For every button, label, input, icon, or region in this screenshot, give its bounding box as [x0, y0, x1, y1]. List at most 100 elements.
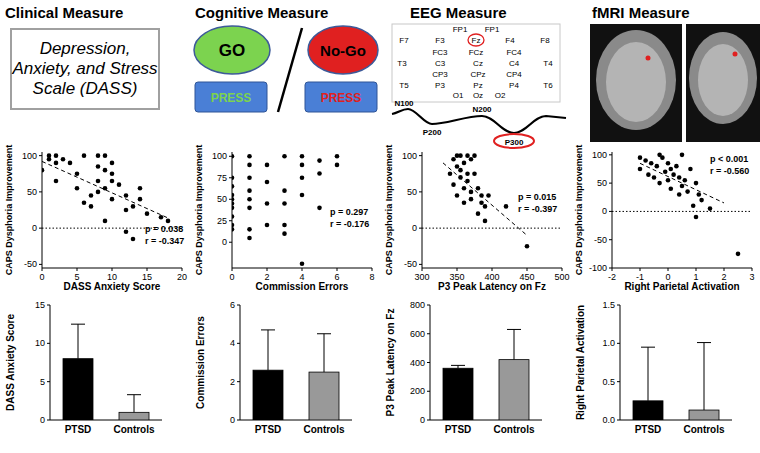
- y-tick: [237, 420, 240, 421]
- x-tick-label: 0: [229, 272, 234, 282]
- x-tick: [232, 268, 233, 271]
- bar: [633, 401, 663, 420]
- point: [232, 206, 234, 211]
- point: [282, 188, 287, 193]
- point: [265, 163, 270, 168]
- category-label: PTSD: [65, 424, 92, 435]
- x-tick-label: -2: [608, 272, 616, 282]
- y-tick-label: 4: [230, 338, 235, 348]
- electrode-label: CPz: [470, 70, 485, 79]
- brain-shape: [606, 42, 666, 122]
- y-tick: [237, 381, 240, 382]
- point: [708, 206, 713, 211]
- error-stem: [704, 343, 705, 410]
- point: [232, 184, 234, 189]
- electrode-label: O2: [495, 91, 506, 100]
- y-tick-label: 50: [597, 178, 607, 188]
- electrode-label: F4: [505, 36, 515, 45]
- y-tick: [229, 199, 232, 200]
- electrode-label: Pz: [473, 81, 482, 90]
- point: [683, 178, 688, 183]
- bar-chart: 0200400600800PTSDControlsP3 Peak Latency…: [385, 300, 542, 435]
- point: [96, 153, 101, 158]
- panel-header: Cognitive Measure: [195, 4, 328, 21]
- error-cap: [507, 329, 521, 330]
- point: [469, 157, 474, 162]
- y-axis-label: Commission Errors: [195, 316, 206, 409]
- point: [96, 190, 101, 195]
- brain-shape: [689, 32, 757, 124]
- brain-shape: [698, 44, 748, 116]
- point: [89, 193, 94, 198]
- x-tick-label: 20: [177, 272, 187, 282]
- x-tick: [612, 268, 613, 271]
- error-stem: [648, 347, 649, 401]
- figure: Clinical MeasureCognitive MeasureEEG Mea…: [0, 0, 760, 453]
- point: [300, 261, 305, 266]
- point: [54, 179, 59, 184]
- point: [300, 175, 305, 180]
- point: [96, 179, 101, 184]
- point: [103, 153, 108, 158]
- x-tick: [337, 268, 338, 271]
- point: [335, 163, 340, 168]
- point: [680, 184, 685, 189]
- x-tick-label: 3: [749, 272, 754, 282]
- point: [680, 153, 685, 158]
- bar-chart: 0246PTSDControlsCommission Errors: [195, 300, 352, 435]
- annotation: p = 0.038: [145, 224, 183, 234]
- electrode-label: FCz: [469, 48, 484, 57]
- point: [117, 182, 122, 187]
- point: [247, 227, 252, 232]
- electrode-label: F8: [540, 36, 550, 45]
- x-tick-label: 0: [39, 272, 44, 282]
- point: [232, 175, 234, 180]
- plot-area: [612, 153, 752, 257]
- electrode-label: FP1: [485, 25, 500, 34]
- point: [282, 223, 287, 228]
- y-tick: [617, 381, 620, 382]
- point: [317, 158, 322, 163]
- category-label: PTSD: [255, 424, 282, 435]
- point: [677, 192, 682, 197]
- electrode-label: CP4: [506, 70, 522, 79]
- trend-line: [42, 161, 168, 218]
- point: [89, 204, 94, 209]
- point: [124, 229, 129, 234]
- component-label: N200: [472, 105, 492, 114]
- y-tick-label: 25: [217, 216, 227, 226]
- electrode-label: Oz: [473, 91, 483, 100]
- y-tick-label: 0.0: [602, 415, 615, 425]
- y-tick: [39, 264, 42, 265]
- nogo-circle: [308, 26, 378, 74]
- y-tick: [419, 228, 422, 229]
- point: [476, 186, 481, 191]
- point: [451, 157, 456, 162]
- point: [643, 158, 648, 163]
- scatter-chart: -50050100300350400450500p = 0.015r = -0.…: [384, 145, 570, 292]
- category-label: Controls: [683, 424, 725, 435]
- point: [458, 168, 463, 173]
- point: [110, 161, 115, 166]
- y-tick-label: 1.0: [602, 338, 615, 348]
- point: [317, 171, 322, 176]
- y-axis-label: CAPS Dysphoria Improvement: [194, 145, 204, 276]
- plot-area: [232, 154, 339, 266]
- y-tick-label: 0.5: [602, 377, 615, 387]
- press-box: [195, 82, 267, 112]
- y-tick: [47, 305, 50, 306]
- point: [504, 204, 509, 209]
- y-tick: [39, 155, 42, 156]
- point: [232, 154, 234, 159]
- error-cap: [641, 347, 655, 348]
- point: [469, 190, 474, 195]
- point: [232, 223, 234, 228]
- electrode-label: C3: [435, 59, 446, 68]
- x-tick: [267, 268, 268, 271]
- point: [462, 200, 467, 205]
- go-circle: [194, 26, 270, 74]
- point: [131, 204, 136, 209]
- y-axis-label: CAPS Dysphoria Improvement: [4, 145, 14, 276]
- bar-chart: 0.00.51.01.5PTSDControlsRight Parietal A…: [575, 300, 732, 435]
- electrode-label: F3: [435, 36, 445, 45]
